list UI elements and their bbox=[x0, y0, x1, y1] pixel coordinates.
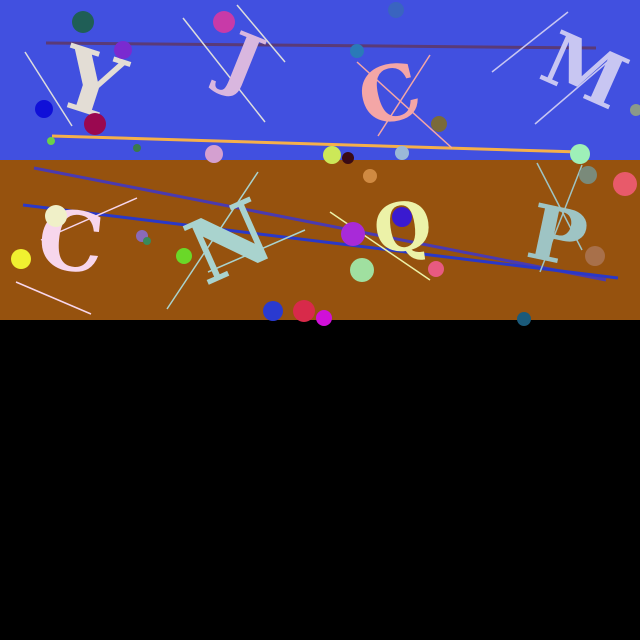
noise-dot bbox=[323, 146, 341, 164]
noise-dot bbox=[350, 44, 364, 58]
scratch-line bbox=[182, 17, 266, 123]
noise-dot bbox=[570, 144, 590, 164]
scratch-line bbox=[356, 61, 453, 149]
scratch-line bbox=[536, 162, 583, 251]
scratch-line bbox=[24, 51, 73, 127]
noise-dot bbox=[114, 41, 132, 59]
noise-dot bbox=[388, 2, 404, 18]
noise-dot bbox=[342, 152, 354, 164]
noise-dot bbox=[293, 300, 315, 322]
noise-dot bbox=[263, 301, 283, 321]
scratch-line bbox=[207, 229, 306, 273]
noise-dot bbox=[613, 172, 637, 196]
scratch-line bbox=[329, 211, 431, 281]
noise-dot bbox=[392, 207, 412, 227]
top-band bbox=[0, 0, 640, 160]
scratch-line bbox=[236, 4, 286, 63]
scratch-line bbox=[377, 54, 431, 137]
noise-dot bbox=[341, 222, 365, 246]
noise-dot bbox=[350, 258, 374, 282]
strike-line bbox=[33, 166, 607, 282]
noise-dot bbox=[363, 169, 377, 183]
noise-dot bbox=[176, 248, 192, 264]
noise-dot bbox=[45, 205, 67, 227]
noise-dot bbox=[84, 113, 106, 135]
noise-dot bbox=[143, 237, 151, 245]
noise-dot bbox=[72, 11, 94, 33]
noise-dot bbox=[316, 310, 332, 326]
scratch-line bbox=[491, 11, 569, 73]
noise-dot bbox=[205, 145, 223, 163]
noise-dot bbox=[133, 144, 141, 152]
noise-dot bbox=[517, 312, 531, 326]
noise-dot bbox=[579, 166, 597, 184]
glyph-4: M bbox=[529, 15, 639, 127]
scratch-line bbox=[166, 171, 259, 310]
noise-dot bbox=[213, 11, 235, 33]
noise-dot bbox=[431, 116, 447, 132]
scratch-line bbox=[534, 57, 613, 125]
strike-line bbox=[22, 203, 619, 280]
bottom-band bbox=[0, 320, 640, 640]
noise-dot bbox=[585, 246, 605, 266]
noise-dot bbox=[395, 146, 409, 160]
glyph-5: C bbox=[33, 191, 108, 293]
noise-dot bbox=[11, 249, 31, 269]
noise-dot bbox=[35, 100, 53, 118]
strike-line bbox=[45, 41, 597, 50]
noise-dot bbox=[630, 104, 640, 116]
scratch-line bbox=[40, 197, 138, 241]
scratch-line bbox=[539, 164, 583, 273]
noise-dot bbox=[428, 261, 444, 277]
strike-line bbox=[51, 134, 581, 154]
scratch-line bbox=[15, 281, 92, 315]
glyph-8: P bbox=[520, 187, 594, 286]
glyph-7: Q bbox=[369, 185, 437, 270]
glyph-3: C bbox=[349, 44, 429, 145]
noise-dot bbox=[47, 137, 55, 145]
